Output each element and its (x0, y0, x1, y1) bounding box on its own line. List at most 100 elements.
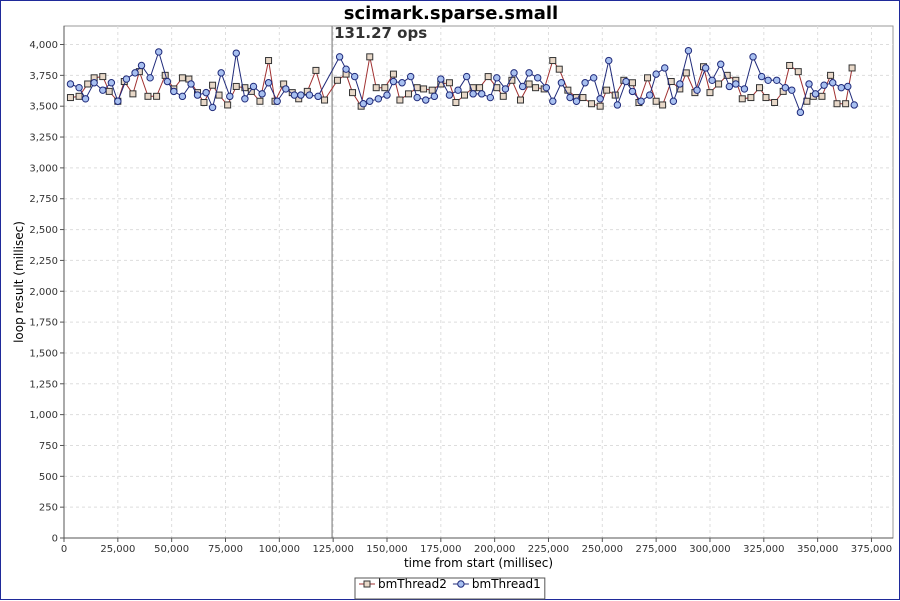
data-point-bmThread1 (202, 88, 210, 97)
y-tick-label: 750 (39, 441, 58, 452)
data-point-bmThread2 (105, 87, 113, 95)
data-point-bmThread2 (366, 53, 374, 61)
data-point-bmThread2 (200, 98, 208, 106)
data-point-bmThread1 (652, 70, 660, 78)
data-point-bmThread2 (381, 84, 389, 92)
data-point-bmThread1 (829, 79, 837, 87)
data-point-bmThread2 (848, 64, 856, 72)
data-point-bmThread1 (669, 97, 678, 105)
data-point-bmThread2 (129, 90, 137, 98)
data-point-bmThread2 (99, 73, 107, 81)
data-point-bmThread2 (644, 74, 652, 82)
data-point-bmThread1 (137, 61, 146, 70)
data-point-bmThread1 (462, 72, 471, 81)
data-point-bmThread1 (187, 80, 195, 88)
data-point-bmThread1 (605, 56, 613, 65)
data-point-bmThread1 (155, 48, 163, 56)
data-point-bmThread2 (461, 91, 469, 99)
data-point-bmThread2 (372, 84, 380, 92)
y-tick-label: 0 (52, 534, 58, 545)
data-point-bmThread2 (265, 57, 273, 65)
data-point-bmThread1 (178, 92, 187, 101)
data-point-bmThread1 (788, 86, 796, 94)
data-point-bmThread1 (708, 76, 716, 84)
data-point-bmThread1 (557, 79, 566, 87)
data-point-bmThread2 (215, 91, 223, 99)
data-point-bmThread1 (732, 80, 740, 88)
x-tick-label: 0 (61, 544, 67, 555)
data-point-bmThread1 (81, 95, 90, 103)
data-point-bmThread1 (430, 92, 439, 101)
data-point-bmThread2 (516, 96, 524, 104)
x-tick-label: 150,000 (366, 544, 407, 555)
data-point-bmThread1 (820, 81, 828, 89)
data-point-bmThread1 (837, 83, 846, 92)
x-tick-label: 375,000 (851, 544, 892, 555)
data-point-bmThread1 (622, 77, 630, 86)
data-point-bmThread1 (725, 82, 734, 91)
data-point-bmThread1 (661, 64, 669, 72)
data-point-bmThread1 (241, 95, 249, 103)
data-point-bmThread2 (232, 82, 240, 90)
x-tick-label: 25,000 (100, 544, 135, 555)
data-point-bmThread1 (445, 91, 454, 99)
data-point-bmThread2 (396, 96, 404, 104)
data-point-bmThread1 (773, 76, 781, 84)
data-point-bmThread2 (579, 94, 587, 102)
data-point-bmThread1 (217, 69, 225, 77)
x-tick-label: 75,000 (208, 544, 243, 555)
y-tick-label: 1,750 (29, 318, 58, 329)
data-point-bmThread2 (144, 92, 152, 100)
data-point-bmThread2 (755, 84, 763, 92)
y-tick-label: 3,500 (29, 102, 58, 113)
data-point-bmThread1 (99, 86, 107, 94)
data-point-bmThread1 (131, 69, 139, 77)
data-point-bmThread1 (437, 75, 445, 83)
plot-area (63, 25, 894, 539)
axis-layer: 0 250 500 750 1,000 1,250 1,500 1,750 2,000 2,250… (29, 26, 893, 555)
data-point-bmThread2 (349, 89, 357, 97)
data-point-bmThread1 (454, 86, 462, 94)
y-tick-label: 500 (39, 472, 58, 483)
data-point-bmThread2 (747, 94, 755, 102)
data-point-bmThread2 (178, 74, 186, 82)
x-tick-label: 325,000 (743, 544, 784, 555)
data-point-bmThread2 (256, 97, 264, 105)
data-point-bmThread2 (833, 100, 841, 108)
y-tick-label: 1,250 (29, 379, 58, 390)
data-point-bmThread1 (90, 79, 98, 87)
data-point-bmThread1 (342, 65, 350, 73)
data-point-bmThread1 (366, 97, 374, 105)
x-tick-label: 50,000 (154, 544, 189, 555)
data-point-bmThread2 (241, 84, 249, 92)
data-point-bmThread1 (796, 108, 805, 117)
data-point-bmThread1 (805, 80, 813, 88)
annotation-label: 131.27 ops (334, 24, 427, 42)
legend-items: bmThread2 bmThread1 (359, 577, 541, 591)
data-point-bmThread2 (525, 80, 533, 88)
data-point-bmThread2 (209, 81, 217, 89)
data-point-bmThread1 (534, 74, 542, 82)
data-point-bmThread1 (107, 79, 116, 87)
data-point-bmThread1 (844, 82, 852, 91)
data-point-bmThread2 (818, 92, 826, 100)
legend-box (354, 577, 546, 600)
y-tick-label: 1,000 (29, 410, 58, 421)
data-point-bmThread1 (249, 82, 258, 91)
data-point-bmThread1 (637, 97, 645, 105)
data-point-bmThread1 (208, 103, 217, 112)
data-point-bmThread2 (652, 97, 660, 105)
data-point-bmThread2 (682, 69, 690, 77)
data-point-bmThread2 (827, 71, 835, 79)
data-point-bmThread2 (75, 92, 83, 100)
data-point-bmThread1 (226, 92, 234, 101)
legend-marker-bmThread2 (363, 580, 371, 588)
data-point-bmThread2 (588, 100, 596, 108)
x-tick-label: 125,000 (312, 544, 353, 555)
data-point-bmThread1 (398, 79, 406, 87)
data-point-bmThread2 (794, 68, 802, 76)
data-point-bmThread1 (335, 53, 344, 61)
data-point-bmThread1 (542, 83, 551, 92)
data-point-bmThread2 (628, 79, 636, 87)
data-point-bmThread1 (589, 74, 598, 82)
